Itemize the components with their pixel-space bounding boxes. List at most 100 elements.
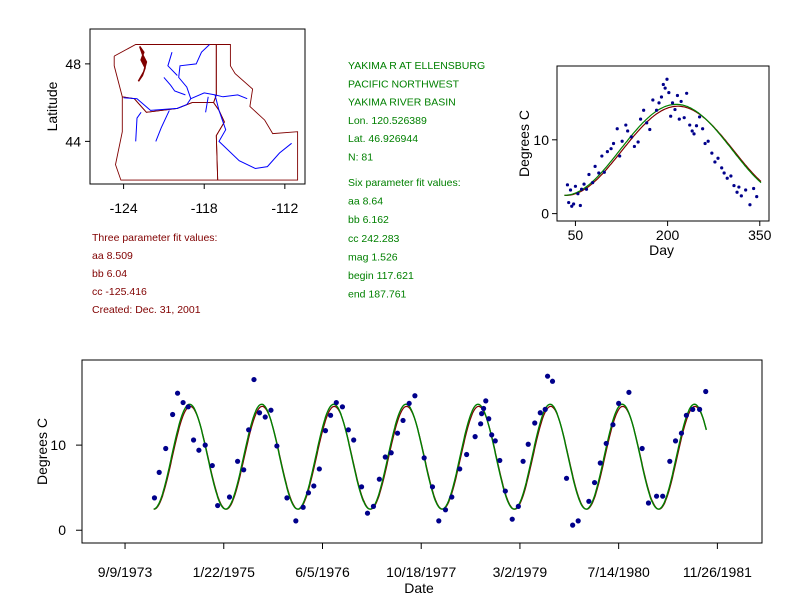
season-data-point <box>677 117 681 121</box>
map-panel: -124 -118 -112 44 48 Latitude <box>44 28 306 216</box>
season-data-point <box>591 181 595 185</box>
season-data-point <box>739 194 743 198</box>
ts-data-point <box>345 427 351 433</box>
ts-y-tick-label: 10 <box>50 437 66 453</box>
station-info-line: PACIFIC NORTHWEST <box>348 78 460 90</box>
map-y-axis-label: Latitude <box>44 81 60 131</box>
ts-x-axis-label: Date <box>404 580 434 596</box>
ts-data-point <box>300 504 306 510</box>
season-plot-frame <box>556 65 770 222</box>
ts-data-point <box>515 503 521 509</box>
ts-data-point <box>544 373 551 379</box>
six-param-line: cc 242.283 <box>348 233 400 245</box>
ts-data-point <box>481 405 487 412</box>
ts-x-tick-label: 10/18/1977 <box>386 564 456 580</box>
ts-data-point <box>479 411 485 417</box>
ts-data-point <box>382 454 388 460</box>
season-data-point <box>597 171 601 175</box>
ts-data-point <box>472 434 478 440</box>
ts-data-point <box>610 422 616 428</box>
ts-three-param-fit-line <box>153 405 707 510</box>
river-line-8 <box>205 96 209 113</box>
ts-data-point <box>202 442 208 448</box>
ts-data-point <box>364 510 371 516</box>
season-data-point <box>722 171 726 175</box>
six-param-line: Six parameter fit values: <box>348 177 461 189</box>
station-info-line: Lat. 46.926944 <box>348 133 418 145</box>
season-data-point <box>688 123 692 127</box>
ts-data-point <box>151 495 158 501</box>
ts-data-point <box>234 458 241 464</box>
season-data-point <box>692 132 696 136</box>
ts-x-tick-label: 1/22/1975 <box>193 564 255 580</box>
season-data-point <box>645 121 649 125</box>
three-param-line: aa 8.509 <box>92 250 133 262</box>
season-data-point <box>744 188 748 192</box>
river-line-4 <box>163 77 186 96</box>
ts-six-param-fit-line <box>153 403 707 510</box>
fit-info-text: YAKIMA R AT ELLENSBURG PACIFIC NORTHWEST Y… <box>92 60 485 316</box>
ts-data-point <box>542 406 548 412</box>
station-info-line: YAKIMA R AT ELLENSBURG <box>348 60 485 72</box>
ts-data-point <box>464 451 470 458</box>
season-data-point <box>567 200 571 205</box>
season-data-point <box>713 160 717 164</box>
time-series-chart: 9/9/1973 1/22/1975 6/5/1976 10/18/1977 3/2/1… <box>34 359 763 596</box>
three-param-line: bb 6.04 <box>92 268 127 280</box>
ts-data-point <box>570 522 576 528</box>
map-frame <box>89 28 306 185</box>
ts-data-point <box>190 437 197 443</box>
ts-data-point <box>489 432 495 438</box>
ts-data-point <box>653 493 660 499</box>
ts-data-point <box>376 476 382 482</box>
six-param-line: mag 1.526 <box>348 251 398 263</box>
season-data-point <box>584 187 589 191</box>
season-data-point <box>659 95 664 99</box>
season-data-point <box>682 116 686 120</box>
season-data-point <box>670 101 675 105</box>
map-x-tick-label: -124 <box>110 200 138 216</box>
ts-data-point <box>316 466 322 472</box>
season-data-point <box>732 183 736 188</box>
season-data-point <box>636 140 640 144</box>
season-data-point <box>685 91 689 95</box>
six-param-line: bb 6.162 <box>348 214 389 226</box>
seasonal-scatter-chart: 50 200 350 0 10 Day Degrees C <box>516 65 772 258</box>
season-data-point <box>632 144 637 149</box>
river-line-2 <box>190 92 248 100</box>
ts-data-point <box>246 427 252 433</box>
ts-data-point <box>537 410 543 416</box>
ts-data-point <box>185 404 191 410</box>
station-info-line: YAKIMA RIVER BASIN <box>348 97 456 109</box>
ts-plot-frame <box>81 359 763 544</box>
season-data-point <box>673 107 677 112</box>
ts-data-point <box>563 475 570 481</box>
season-data-point <box>690 129 694 133</box>
season-y-axis-label: Degrees C <box>516 110 532 177</box>
three-param-line: Three parameter fit values: <box>92 232 217 244</box>
ts-data-point <box>486 416 492 422</box>
ts-y-tick-label: 0 <box>58 522 66 538</box>
season-data-point <box>703 141 707 146</box>
ts-data-point <box>645 500 652 506</box>
ts-data-point <box>406 400 412 407</box>
ts-data-point <box>678 430 685 436</box>
ts-data-point <box>690 406 696 412</box>
map-y-tick-label: 48 <box>65 56 81 72</box>
season-data-point <box>755 195 759 199</box>
ts-data-point <box>478 421 484 427</box>
season-data-point <box>576 192 580 196</box>
river-line-6 <box>135 112 142 142</box>
six-param-line: end 187.761 <box>348 289 407 301</box>
season-data-point <box>697 115 702 119</box>
ts-data-point <box>457 466 463 472</box>
season-six-param-fit-line <box>564 103 762 196</box>
ts-data-point <box>174 390 181 396</box>
ts-x-tick-label: 9/9/1973 <box>98 564 153 580</box>
ts-data-point <box>322 428 329 434</box>
ts-data-point <box>575 518 581 524</box>
season-data-point <box>629 135 633 139</box>
ts-data-point <box>667 458 673 464</box>
season-x-tick-label: 200 <box>656 227 680 243</box>
season-data-point <box>657 101 661 105</box>
